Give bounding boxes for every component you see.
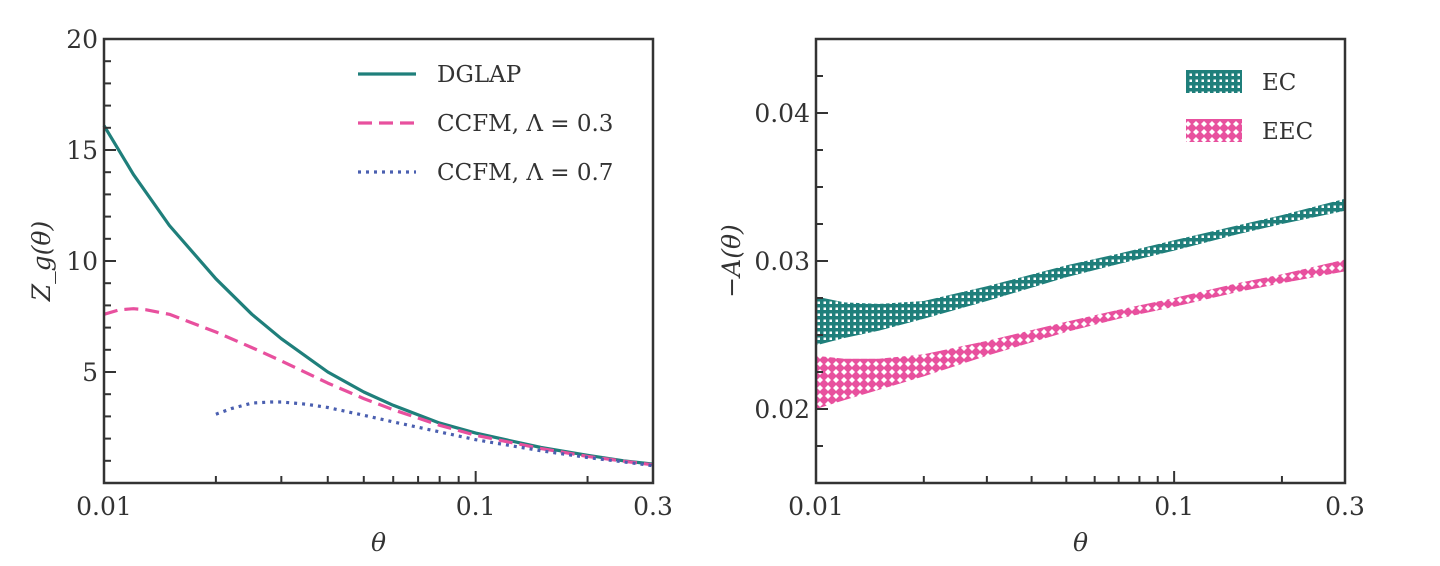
y-tick-label: 5 — [82, 358, 98, 387]
y-tick-label: 20 — [66, 25, 98, 54]
x-axis-label: θ — [1073, 528, 1088, 557]
legend-label: EEC — [1262, 119, 1313, 145]
band-eec — [816, 259, 1345, 409]
x-tick-label: 0.3 — [633, 492, 673, 521]
x-axis-label: θ — [371, 528, 386, 557]
y-tick-label: 0.03 — [754, 247, 810, 276]
legend-swatch — [1186, 70, 1242, 93]
legend-label: CCFM, Λ = 0.7 — [437, 160, 613, 186]
right-panel: 0.01 0.1 0.3 0.02 0.03 0.04 θ −A(θ) EC EEC — [717, 37, 1365, 557]
x-tick-label: 0.3 — [1325, 492, 1365, 521]
legend-swatch — [1186, 119, 1242, 142]
y-axis-label: −A(θ) — [717, 224, 746, 298]
y-axis-label: Z_g(θ) — [27, 221, 56, 302]
plot-frame — [814, 37, 1347, 485]
x-tick-label: 0.01 — [788, 492, 844, 521]
x-tick-label: 0.1 — [1154, 492, 1194, 521]
x-tick-label: 0.1 — [456, 492, 496, 521]
band-ec — [816, 198, 1345, 346]
x-tick-label: 0.01 — [76, 492, 132, 521]
left-panel: 0.01 0.1 0.3 5 10 15 20 θ Z_g(θ) DGLAP CCFM, Λ = 0… — [27, 25, 673, 557]
y-tick-label: 0.02 — [754, 395, 810, 424]
y-tick-label: 0.04 — [754, 99, 810, 128]
series-line-ccfm-0-3 — [103, 307, 654, 467]
series-line-ccfm-0-7 — [215, 400, 654, 468]
y-tick-label: 10 — [66, 247, 98, 276]
plot-frame — [102, 37, 655, 485]
legend-label: CCFM, Λ = 0.3 — [437, 111, 613, 137]
legend-label: EC — [1262, 70, 1296, 96]
y-tick-label: 15 — [66, 136, 98, 165]
legend-label: DGLAP — [437, 62, 521, 88]
